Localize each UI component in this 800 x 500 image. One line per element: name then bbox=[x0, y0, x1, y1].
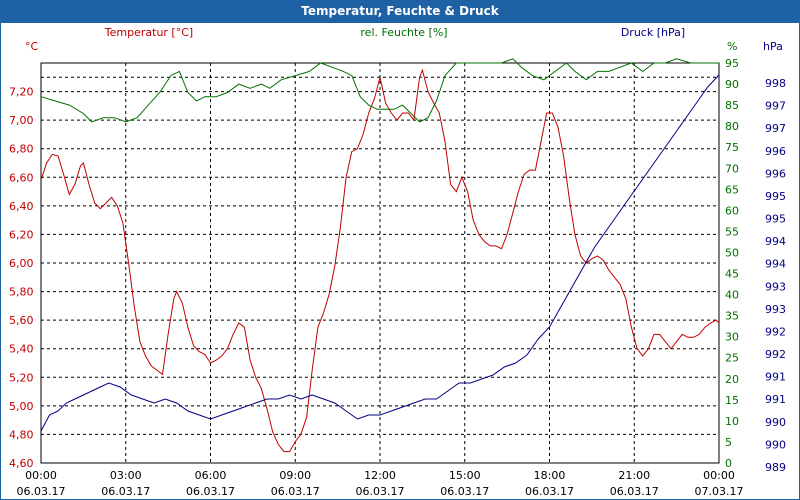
pressure-tick-label: 991 bbox=[765, 393, 786, 406]
pressure-unit-label: hPa bbox=[763, 40, 783, 53]
humidity-tick-label: 45 bbox=[725, 268, 739, 281]
humidity-tick-label: 80 bbox=[725, 120, 739, 133]
x-tick-time-label: 12:00 bbox=[364, 469, 396, 482]
pressure-tick-label: 996 bbox=[765, 167, 786, 180]
x-tick-date-label: 06.03.17 bbox=[525, 485, 574, 498]
pressure-tick-label: 994 bbox=[765, 258, 786, 271]
x-tick-time-label: 09:00 bbox=[279, 469, 311, 482]
x-tick-date-label: 06.03.17 bbox=[101, 485, 150, 498]
pressure-tick-label: 998 bbox=[765, 77, 786, 90]
pressure-tick-label: 990 bbox=[765, 438, 786, 451]
temperature-tick-label: 6,80 bbox=[9, 143, 34, 156]
pressure-tick-label: 989 bbox=[765, 461, 786, 474]
humidity-tick-label: 55 bbox=[725, 225, 739, 238]
pressure-tick-label: 996 bbox=[765, 145, 786, 158]
humidity-tick-label: 20 bbox=[725, 373, 739, 386]
temperature-unit-label: °C bbox=[25, 40, 39, 53]
pressure-tick-label: 993 bbox=[765, 280, 786, 293]
temperature-tick-label: 6,00 bbox=[9, 257, 34, 270]
pressure-axis-title: Druck [hPa] bbox=[621, 26, 685, 39]
pressure-tick-label: 995 bbox=[765, 213, 786, 226]
x-tick-time-label: 21:00 bbox=[618, 469, 650, 482]
humidity-tick-label: 10 bbox=[725, 415, 739, 428]
series-line-pressure bbox=[40, 74, 720, 432]
x-tick-time-label: 15:00 bbox=[449, 469, 481, 482]
temperature-tick-label: 7,20 bbox=[9, 86, 34, 99]
humidity-tick-label: 70 bbox=[725, 162, 739, 175]
series-line-temperature bbox=[40, 68, 720, 453]
humidity-tick-label: 25 bbox=[725, 352, 739, 365]
x-tick-date-label: 06.03.17 bbox=[271, 485, 320, 498]
pressure-tick-label: 992 bbox=[765, 325, 786, 338]
humidity-tick-label: 60 bbox=[725, 204, 739, 217]
chart-frame: 00:00 06.03.17 03:00 06.03.17 06:00 06.03.17 0… bbox=[0, 22, 800, 500]
temperature-tick-label: 5,40 bbox=[9, 343, 34, 356]
x-tick-date-label: 06.03.17 bbox=[356, 485, 405, 498]
pressure-tick-label: 994 bbox=[765, 235, 786, 248]
temperature-tick-label: 5,20 bbox=[9, 371, 34, 384]
x-tick-time-label: 00:00 bbox=[703, 469, 735, 482]
pressure-tick-label: 991 bbox=[765, 371, 786, 384]
humidity-tick-label: 5 bbox=[725, 436, 732, 449]
humidity-tick-label: 85 bbox=[725, 99, 739, 112]
x-tick-time-label: 03:00 bbox=[110, 469, 142, 482]
pressure-tick-label: 995 bbox=[765, 190, 786, 203]
humidity-tick-label: 90 bbox=[725, 78, 739, 91]
temperature-tick-label: 4,80 bbox=[9, 428, 34, 441]
temperature-tick-label: 6,40 bbox=[9, 200, 34, 213]
chart-svg: 00:00 06.03.17 03:00 06.03.17 06:00 06.03.17 0… bbox=[9, 26, 786, 498]
humidity-tick-label: 95 bbox=[725, 57, 739, 70]
temperature-tick-label: 5,00 bbox=[9, 400, 34, 413]
pressure-tick-label: 997 bbox=[765, 100, 786, 113]
pressure-tick-label: 997 bbox=[765, 122, 786, 135]
x-tick-date-label: 06.03.17 bbox=[610, 485, 659, 498]
temperature-tick-label: 5,80 bbox=[9, 286, 34, 299]
humidity-tick-label: 50 bbox=[725, 246, 739, 259]
x-tick-date-label: 06.03.17 bbox=[440, 485, 489, 498]
humidity-tick-label: 0 bbox=[725, 457, 732, 470]
humidity-tick-label: 40 bbox=[725, 289, 739, 302]
x-tick-date-label: 06.03.17 bbox=[17, 485, 66, 498]
temperature-tick-label: 6,20 bbox=[9, 228, 34, 241]
pressure-tick-label: 993 bbox=[765, 303, 786, 316]
temperature-axis-title: Temperatur [°C] bbox=[104, 26, 193, 39]
pressure-tick-label: 992 bbox=[765, 348, 786, 361]
x-tick-date-label: 06.03.17 bbox=[186, 485, 235, 498]
temperature-tick-label: 6,60 bbox=[9, 171, 34, 184]
temperature-tick-label: 7,00 bbox=[9, 114, 34, 127]
x-tick-time-label: 18:00 bbox=[534, 469, 566, 482]
x-tick-time-label: 00:00 bbox=[25, 469, 57, 482]
humidity-unit-label: % bbox=[727, 40, 737, 53]
humidity-axis-title: rel. Feuchte [%] bbox=[360, 26, 447, 39]
x-tick-time-label: 06:00 bbox=[195, 469, 227, 482]
temperature-tick-label: 5,60 bbox=[9, 314, 34, 327]
humidity-tick-label: 30 bbox=[725, 331, 739, 344]
x-tick-date-label: 07.03.17 bbox=[695, 485, 744, 498]
humidity-tick-label: 65 bbox=[725, 183, 739, 196]
pressure-tick-label: 990 bbox=[765, 416, 786, 429]
humidity-tick-label: 75 bbox=[725, 141, 739, 154]
humidity-tick-label: 15 bbox=[725, 394, 739, 407]
series-line-humidity bbox=[40, 58, 719, 123]
humidity-tick-label: 35 bbox=[725, 310, 739, 323]
window-title: Temperatur, Feuchte & Druck bbox=[0, 0, 800, 22]
temperature-tick-label: 4,60 bbox=[9, 457, 34, 470]
